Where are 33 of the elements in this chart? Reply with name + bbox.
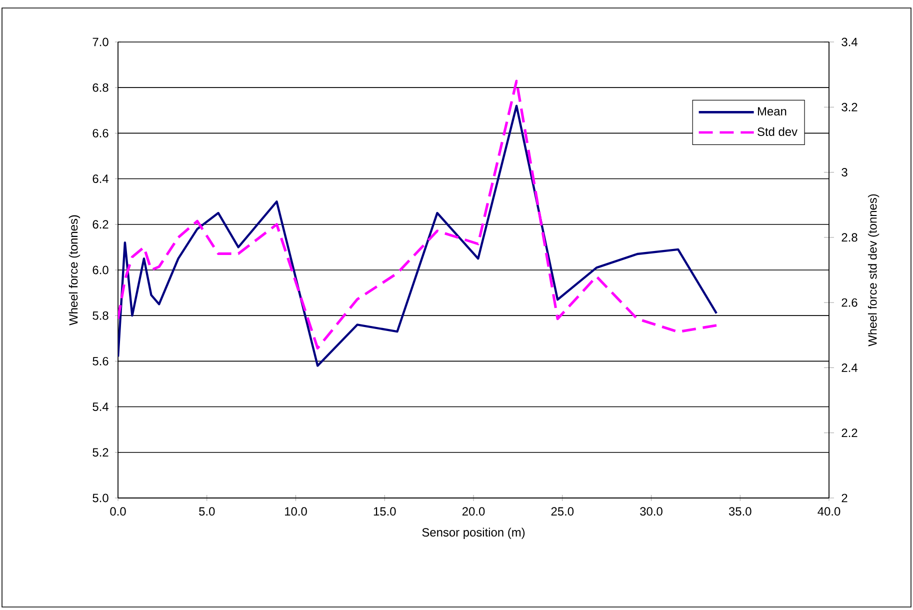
x-tick-label: 15.0 <box>374 507 396 516</box>
x-tick-label: 20.0 <box>462 507 485 516</box>
x-tick-label: 40.0 <box>818 507 840 516</box>
legend-label: Std dev <box>758 127 798 136</box>
y-tick-label: 6.8 <box>92 83 108 92</box>
x-tick-label: 10.0 <box>285 507 307 516</box>
y-tick-label: 6.6 <box>92 128 108 138</box>
x-tick-label: 5.0 <box>199 507 215 516</box>
x-axis-title: Sensor position (m) <box>422 528 525 539</box>
x-tick-label: 25.0 <box>551 507 574 516</box>
y2-tick-label: 2.2 <box>842 428 858 438</box>
y-tick-label: 5.4 <box>92 402 108 411</box>
y2-tick-label: 3.2 <box>842 102 858 112</box>
y-tick-label: 7.0 <box>92 38 108 46</box>
y2-tick-label: 3.4 <box>842 38 858 46</box>
y-tick-label: 6.2 <box>92 220 108 229</box>
y-tick-label: 5.0 <box>92 494 108 502</box>
x-tick-label: 0.0 <box>110 507 126 516</box>
y2-tick-label: 3 <box>842 168 848 176</box>
y-axis-title: Wheel force (tonnes) <box>68 215 80 326</box>
y2-tick-label: 2.4 <box>842 364 858 372</box>
y-tick-label: 5.8 <box>92 311 108 320</box>
legend-label: Mean <box>758 107 786 116</box>
x-tick-label: 35.0 <box>728 507 752 516</box>
y-tick-label: 6.0 <box>92 266 108 274</box>
y2-tick-label: 2.6 <box>842 298 858 307</box>
y-tick-label: 5.6 <box>92 356 108 366</box>
y2-tick-label: 2 <box>842 494 848 502</box>
x-tick-label: 30.0 <box>640 507 662 516</box>
y2-tick-label: 2.8 <box>842 233 858 242</box>
y2-axis-title: Wheel force std dev (tonnes) <box>868 194 880 346</box>
y-tick-label: 6.4 <box>92 174 108 184</box>
y-tick-label: 5.2 <box>92 448 108 457</box>
